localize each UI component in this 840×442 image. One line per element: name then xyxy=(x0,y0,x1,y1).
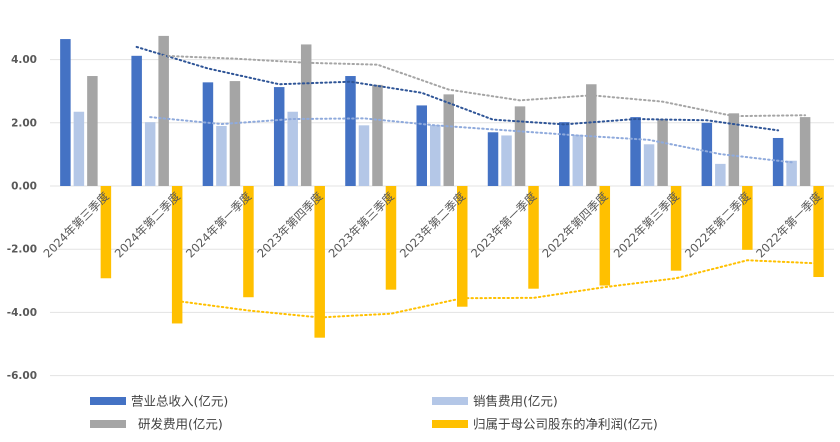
legend-label: 归属于母公司股东的净利润(亿元) xyxy=(473,417,658,432)
bar-2-2 xyxy=(144,122,156,186)
bar-1-11 xyxy=(772,137,784,186)
bar-2-3 xyxy=(216,125,227,186)
y-tick-label: 4.00 xyxy=(11,54,37,66)
bar-4-1 xyxy=(100,186,112,279)
legend-label: 营业总收入(亿元) xyxy=(131,394,228,409)
bar-1-9 xyxy=(630,117,641,186)
legend-swatch xyxy=(432,420,468,428)
bar-2-9 xyxy=(643,144,655,186)
bar-2-10 xyxy=(715,163,726,186)
bar-3-4 xyxy=(300,44,312,187)
bar-3-8 xyxy=(586,84,597,186)
bar-1-3 xyxy=(202,82,214,186)
bar-2-4 xyxy=(287,111,298,186)
bar-2-6 xyxy=(430,125,441,186)
trendline-1 xyxy=(135,45,780,132)
bar-4-6 xyxy=(457,186,468,307)
bar-4-5 xyxy=(385,186,397,290)
y-tick-label: -2.00 xyxy=(7,244,37,256)
bar-1-1 xyxy=(60,39,71,187)
bar-2-1 xyxy=(73,111,85,186)
legend-label: 销售费用(亿元) xyxy=(473,394,558,409)
bar-3-7 xyxy=(514,106,526,186)
trendline-3 xyxy=(162,54,807,118)
bar-3-1 xyxy=(87,76,98,186)
legend-swatch xyxy=(90,420,126,428)
legend-swatch xyxy=(90,397,126,405)
bar-3-3 xyxy=(229,81,241,186)
bar-3-10 xyxy=(728,113,740,186)
bar-3-11 xyxy=(799,117,811,186)
bar-1-4 xyxy=(273,87,285,186)
bar-4-2 xyxy=(171,186,183,324)
bar-4-10 xyxy=(742,186,753,250)
y-tick-label: -4.00 xyxy=(7,307,37,319)
bar-1-2 xyxy=(131,55,142,187)
legend-swatch xyxy=(432,397,468,405)
bar-1-10 xyxy=(701,122,713,186)
bar-3-6 xyxy=(443,94,454,186)
bar-3-2 xyxy=(158,35,169,187)
bar-1-6 xyxy=(416,105,427,186)
bar-1-7 xyxy=(487,132,499,186)
bar-1-8 xyxy=(559,122,570,186)
bar-4-4 xyxy=(314,186,325,338)
bar-2-11 xyxy=(786,160,797,186)
bar-4-8 xyxy=(599,186,611,286)
bar-4-9 xyxy=(670,186,682,271)
bar-4-3 xyxy=(243,186,254,298)
y-tick-label: -6.00 xyxy=(7,370,37,382)
bar-3-5 xyxy=(372,84,383,186)
bar-2-8 xyxy=(572,134,584,186)
bar-3-9 xyxy=(657,119,668,186)
bar-2-7 xyxy=(501,135,512,186)
bar-2-5 xyxy=(358,125,370,186)
trendline-2 xyxy=(149,116,793,164)
bar-1-5 xyxy=(345,76,356,186)
y-tick-label: 0.00 xyxy=(11,181,37,193)
trendline-4 xyxy=(176,259,820,319)
bar-4-7 xyxy=(528,186,539,289)
y-tick-label: 2.00 xyxy=(11,117,37,129)
legend-label: 研发费用(亿元) xyxy=(138,417,223,432)
bar-4-11 xyxy=(813,186,824,278)
